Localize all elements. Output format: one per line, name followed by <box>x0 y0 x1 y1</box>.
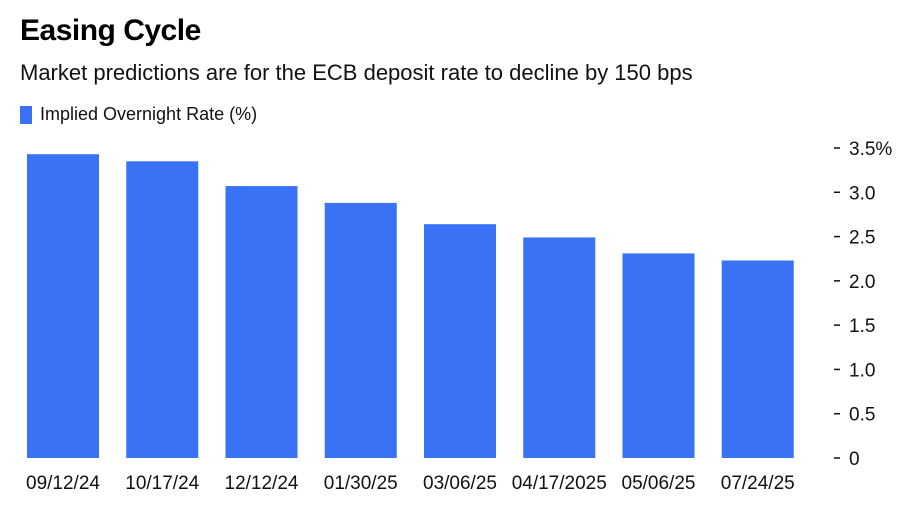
bar <box>721 260 794 458</box>
y-tick-label: 2.5 <box>849 228 875 249</box>
y-tick-label: 0.5 <box>849 405 875 426</box>
y-tick-label: 3.5% <box>849 139 892 160</box>
chart-title: Easing Cycle <box>20 14 201 47</box>
x-tick-label: 12/12/24 <box>225 473 299 494</box>
x-tick-label: 07/24/25 <box>721 473 795 494</box>
bar <box>27 154 99 458</box>
bar <box>324 202 397 458</box>
bar <box>523 237 596 458</box>
x-tick-label: 09/12/24 <box>26 473 100 494</box>
bar <box>424 224 496 458</box>
x-tick-label: 04/17/2025 <box>512 473 607 494</box>
legend-swatch <box>20 105 32 124</box>
y-tick-label: 0 <box>849 449 860 470</box>
x-tick-label: 05/06/25 <box>622 473 696 494</box>
legend-label: Implied Overnight Rate (%) <box>40 104 258 124</box>
x-tick-label: 03/06/25 <box>423 473 497 494</box>
y-tick-label: 1.0 <box>849 360 875 381</box>
chart-subtitle: Market predictions are for the ECB depos… <box>20 60 693 85</box>
bar <box>622 253 695 458</box>
bar <box>126 161 199 459</box>
y-tick-label: 2.0 <box>849 272 875 293</box>
y-tick-label: 3.0 <box>849 183 875 204</box>
x-tick-label: 01/30/25 <box>324 473 398 494</box>
bar <box>225 186 298 459</box>
legend: Implied Overnight Rate (%) <box>20 104 257 125</box>
y-tick-label: 1.5 <box>849 316 875 337</box>
x-tick-label: 10/17/24 <box>125 473 199 494</box>
